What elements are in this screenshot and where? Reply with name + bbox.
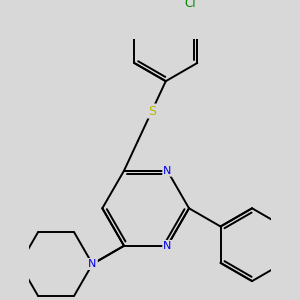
Text: S: S bbox=[148, 104, 156, 118]
Text: N: N bbox=[88, 259, 97, 269]
Text: N: N bbox=[88, 259, 97, 269]
Text: N: N bbox=[163, 241, 172, 251]
Text: N: N bbox=[163, 166, 172, 176]
Text: Cl: Cl bbox=[184, 0, 196, 10]
